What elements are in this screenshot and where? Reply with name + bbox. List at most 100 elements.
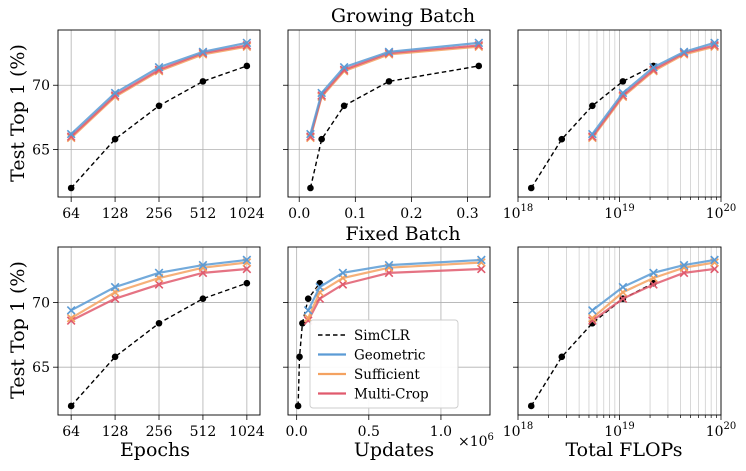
series-geometric xyxy=(303,255,486,315)
series-geometric xyxy=(587,255,719,315)
data-point xyxy=(66,129,76,139)
data-point xyxy=(306,132,315,141)
data-point xyxy=(587,129,597,139)
legend-label: SimCLR xyxy=(354,328,411,344)
series-sufficient xyxy=(587,42,719,143)
data-point xyxy=(66,132,76,141)
legend-item: Geometric xyxy=(318,348,425,364)
data-point xyxy=(198,47,208,57)
data-point xyxy=(649,268,658,278)
ylabel-top: Test Top 1 (%) xyxy=(7,44,29,182)
row-title-fixed: Fixed Batch xyxy=(345,223,460,245)
series-line xyxy=(309,65,479,189)
series-multi-crop xyxy=(587,264,719,326)
legend-box xyxy=(309,319,459,409)
data-point xyxy=(527,184,535,192)
x-tick-label: 128 xyxy=(102,424,129,440)
series-line xyxy=(309,44,479,137)
series-simclr xyxy=(294,279,324,410)
series-line xyxy=(309,41,479,135)
data-point xyxy=(110,282,120,292)
data-point xyxy=(317,88,327,98)
series-simclr xyxy=(67,279,251,410)
data-point xyxy=(199,295,207,302)
data-point xyxy=(111,135,119,143)
axes-frame xyxy=(57,29,261,198)
legend-item: SimCLR xyxy=(318,328,411,344)
panel-1-1: 0.0 0.5 1.0 xyxy=(283,246,491,440)
x-tick-label: 512 xyxy=(190,424,217,440)
data-point xyxy=(318,135,325,143)
xlabel-flops: Total FLOPs xyxy=(565,439,682,461)
series-line xyxy=(591,44,715,138)
data-point xyxy=(384,260,394,270)
data-point xyxy=(618,294,628,304)
data-point xyxy=(587,133,597,143)
data-point xyxy=(155,102,163,110)
series-sufficient xyxy=(587,258,719,323)
series-geometric xyxy=(587,38,719,139)
series-simclr xyxy=(67,62,251,192)
data-point xyxy=(587,316,597,326)
x-tick-label: 0.0 xyxy=(288,206,310,222)
data-point xyxy=(67,184,75,192)
legend-item: Sufficient xyxy=(318,367,420,383)
updates-multiplier: ×106 xyxy=(458,432,494,450)
series-geometric xyxy=(306,38,484,139)
legend-item: Multi-Crop xyxy=(318,387,429,403)
series-line xyxy=(530,65,654,189)
series-line xyxy=(591,45,715,139)
data-point xyxy=(299,319,306,327)
x-tick-label: 0.1 xyxy=(344,206,366,222)
data-point xyxy=(710,264,719,274)
data-point xyxy=(474,38,484,48)
axes-frame xyxy=(517,246,722,416)
x-tick-label: 1019 xyxy=(604,203,635,222)
legend: SimCLR Geometric Sufficient Multi-Crop xyxy=(309,319,459,409)
series-line xyxy=(309,45,479,139)
series-multi-crop xyxy=(587,41,719,141)
x-tick-label: 1019 xyxy=(604,421,635,440)
x-tick-label: 1024 xyxy=(229,206,265,222)
data-point xyxy=(303,305,313,315)
series-multi-crop xyxy=(303,264,486,326)
series-geometric xyxy=(66,38,252,139)
data-point xyxy=(315,282,325,292)
axes-frame xyxy=(517,29,722,198)
x-tick-label: 256 xyxy=(146,206,173,222)
data-point xyxy=(110,91,120,100)
panel-1-0: 64 128 256 512 1024 65 70 xyxy=(32,246,265,440)
data-point xyxy=(154,280,164,289)
data-point xyxy=(306,129,315,139)
x-tick-label: 64 xyxy=(62,424,80,440)
x-tick-label: 0.2 xyxy=(400,206,422,222)
data-point xyxy=(710,255,719,265)
data-point xyxy=(587,313,597,323)
legend-label: Multi-Crop xyxy=(354,387,429,403)
x-tick-label: 1024 xyxy=(229,424,265,440)
data-point xyxy=(66,305,76,315)
data-point xyxy=(589,102,596,110)
y-tick-label: 65 xyxy=(32,142,50,158)
data-point xyxy=(242,255,252,265)
data-point xyxy=(242,38,252,48)
axes-frame xyxy=(287,29,491,198)
series-line xyxy=(591,267,715,322)
data-point xyxy=(679,47,689,57)
series-simclr xyxy=(527,62,657,192)
data-point xyxy=(66,316,76,326)
data-point xyxy=(304,295,312,302)
data-point xyxy=(475,62,483,70)
series-line xyxy=(307,267,482,322)
data-point xyxy=(242,264,252,274)
legend-label: Sufficient xyxy=(354,367,420,383)
series-line xyxy=(530,282,654,407)
data-point xyxy=(385,78,393,85)
data-point xyxy=(110,88,120,98)
data-point xyxy=(587,305,597,315)
series-simclr xyxy=(527,279,657,410)
xlabel-updates: Updates xyxy=(354,439,434,461)
